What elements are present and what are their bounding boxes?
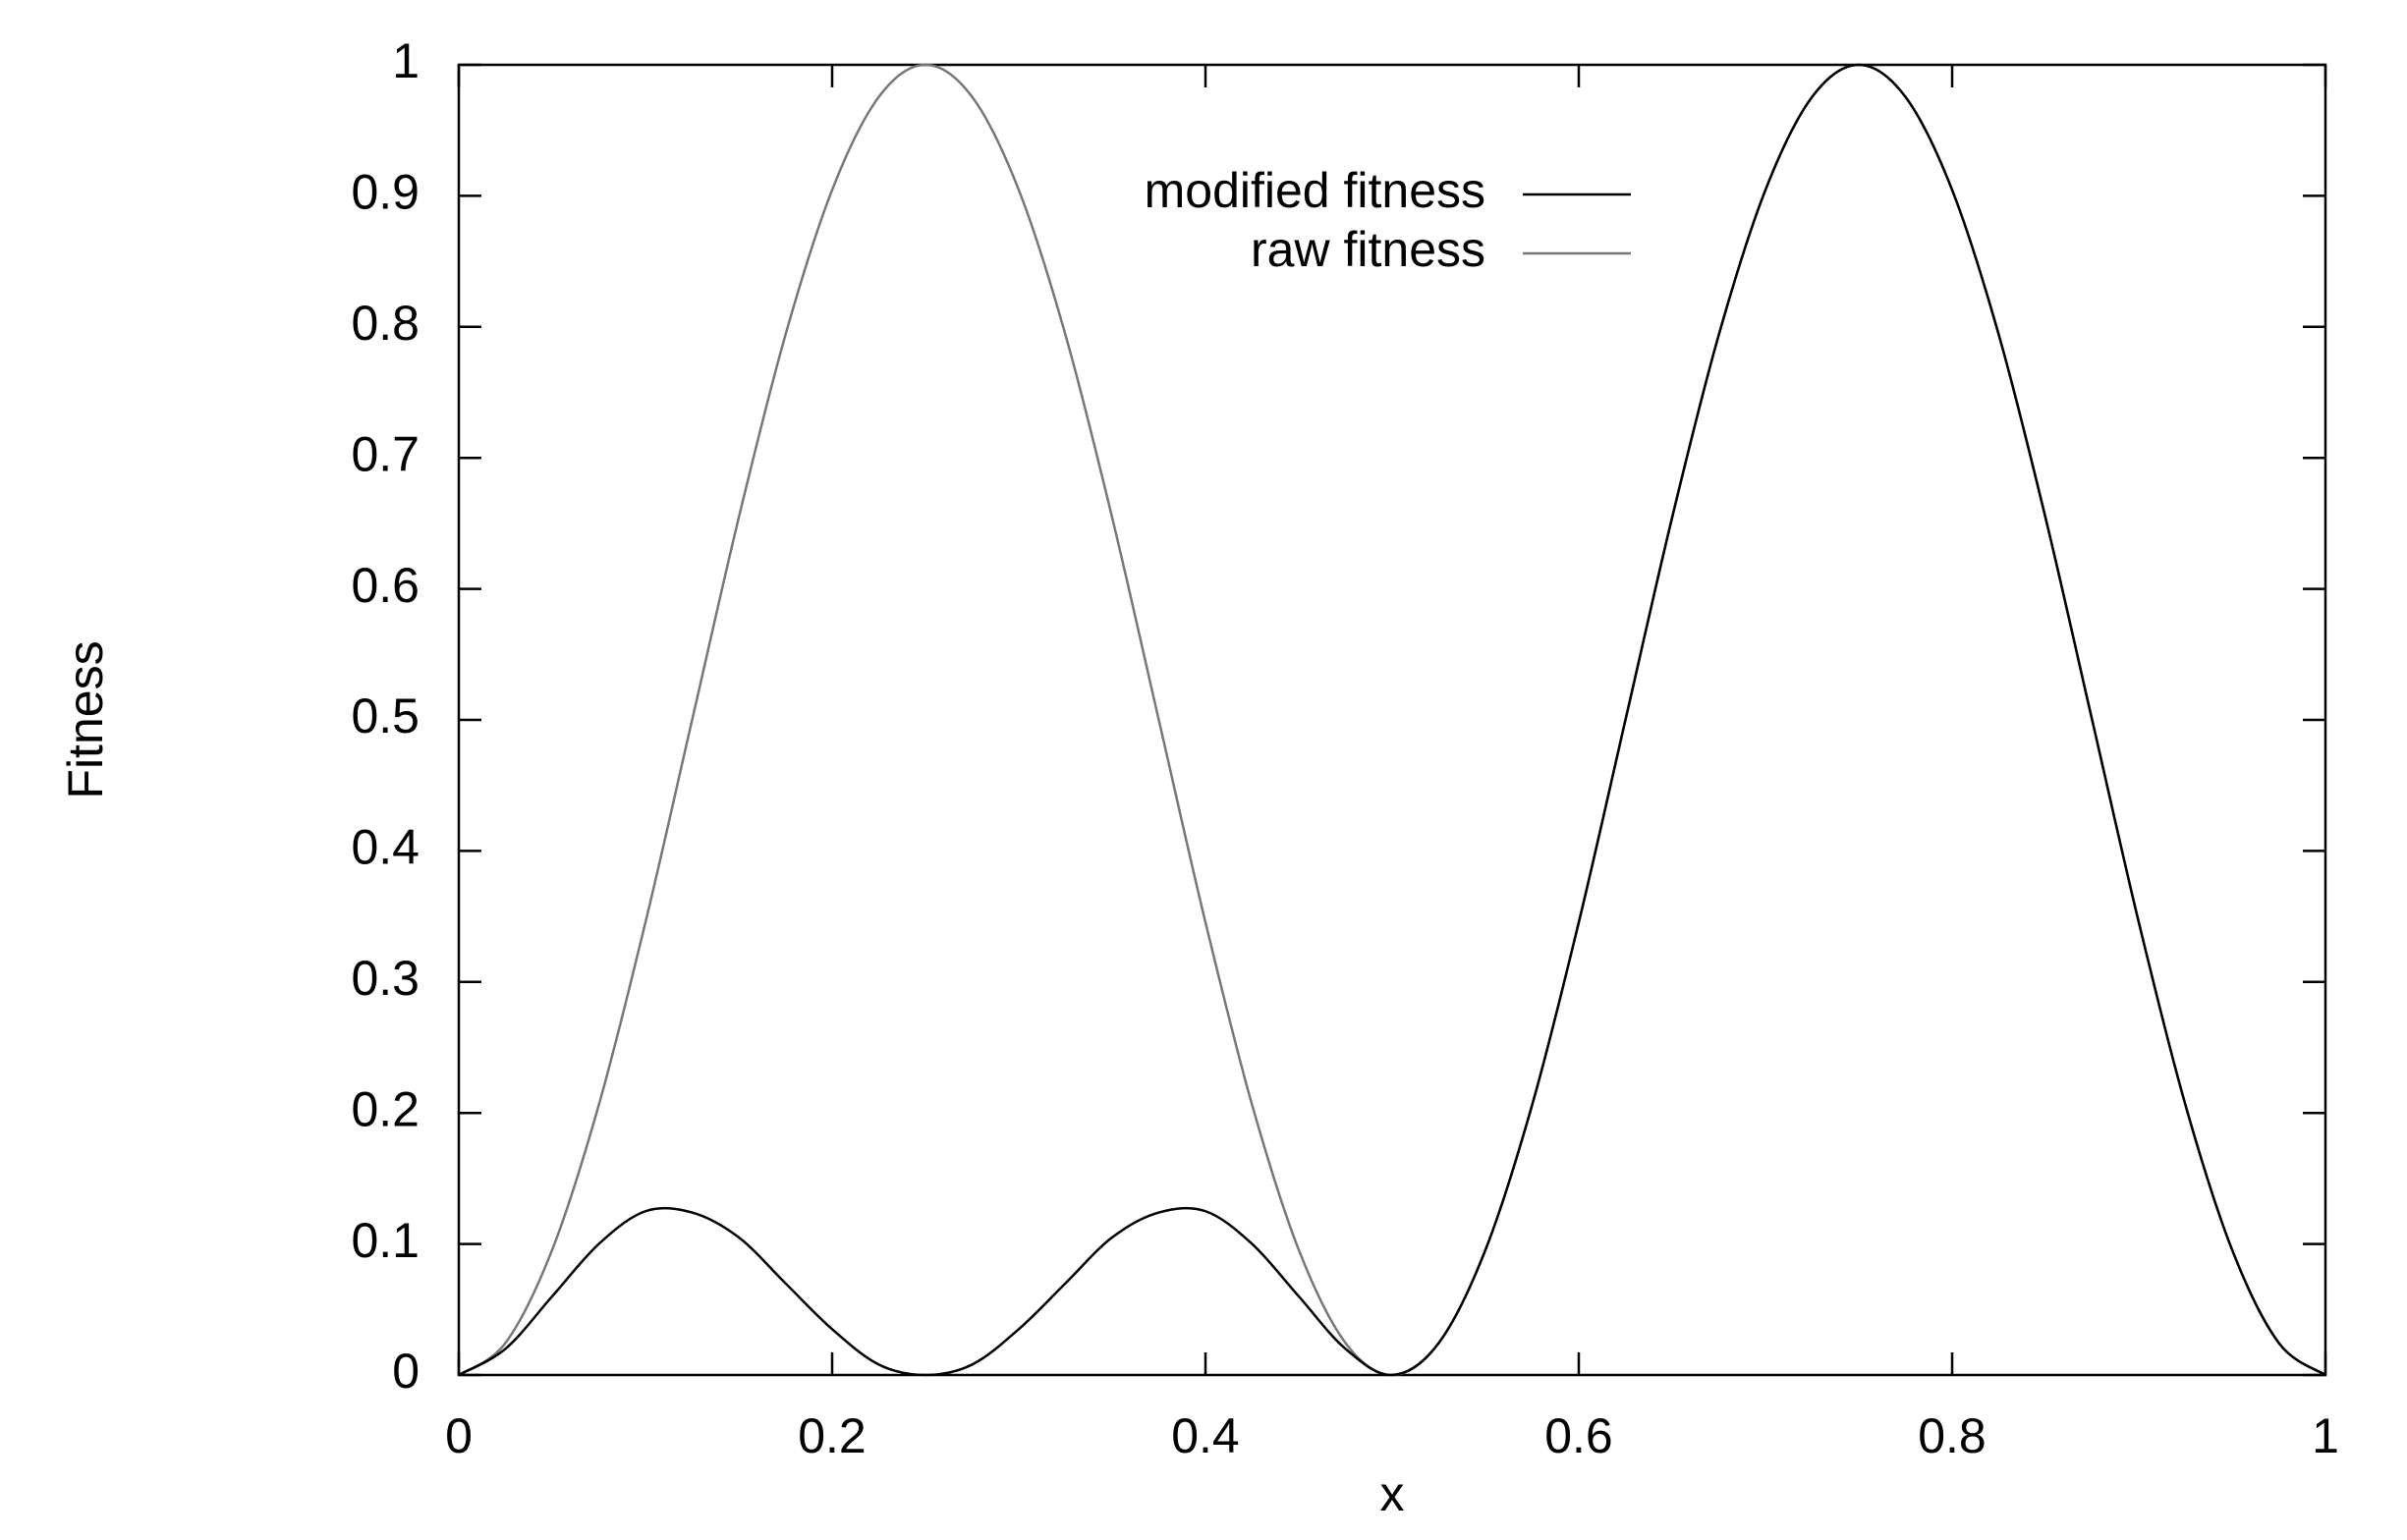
- line-series: [458, 63, 2326, 1377]
- x-tick-label: 1: [2312, 1408, 2339, 1463]
- y-tick-label: 0.8: [351, 296, 420, 351]
- x-tick-label: 0.4: [1171, 1408, 1240, 1463]
- x-tick-label: 0.2: [798, 1408, 867, 1463]
- x-tick-label: 0: [445, 1408, 473, 1463]
- y-axis-label: Fitness: [58, 640, 113, 798]
- y-tick-label: 0.6: [351, 558, 420, 613]
- y-tick-label: 0.4: [351, 820, 420, 875]
- legend-label: modified fitness: [1145, 163, 1485, 218]
- legend-label: raw fitness: [1251, 222, 1485, 277]
- x-axis-label: x: [1380, 1466, 1405, 1521]
- x-tick-label: 0.8: [1918, 1408, 1987, 1463]
- y-tick-label: 0.5: [351, 688, 420, 743]
- x-tick-label: 0.6: [1544, 1408, 1613, 1463]
- y-tick-label: 0.7: [351, 426, 420, 481]
- y-tick-label: 1: [392, 33, 420, 88]
- y-tick-label: 0.3: [351, 951, 420, 1006]
- y-tick-label: 0: [392, 1344, 420, 1399]
- y-tick-label: 0.9: [351, 165, 420, 220]
- y-tick-label: 0.1: [351, 1213, 420, 1268]
- y-tick-label: 0.2: [351, 1081, 420, 1136]
